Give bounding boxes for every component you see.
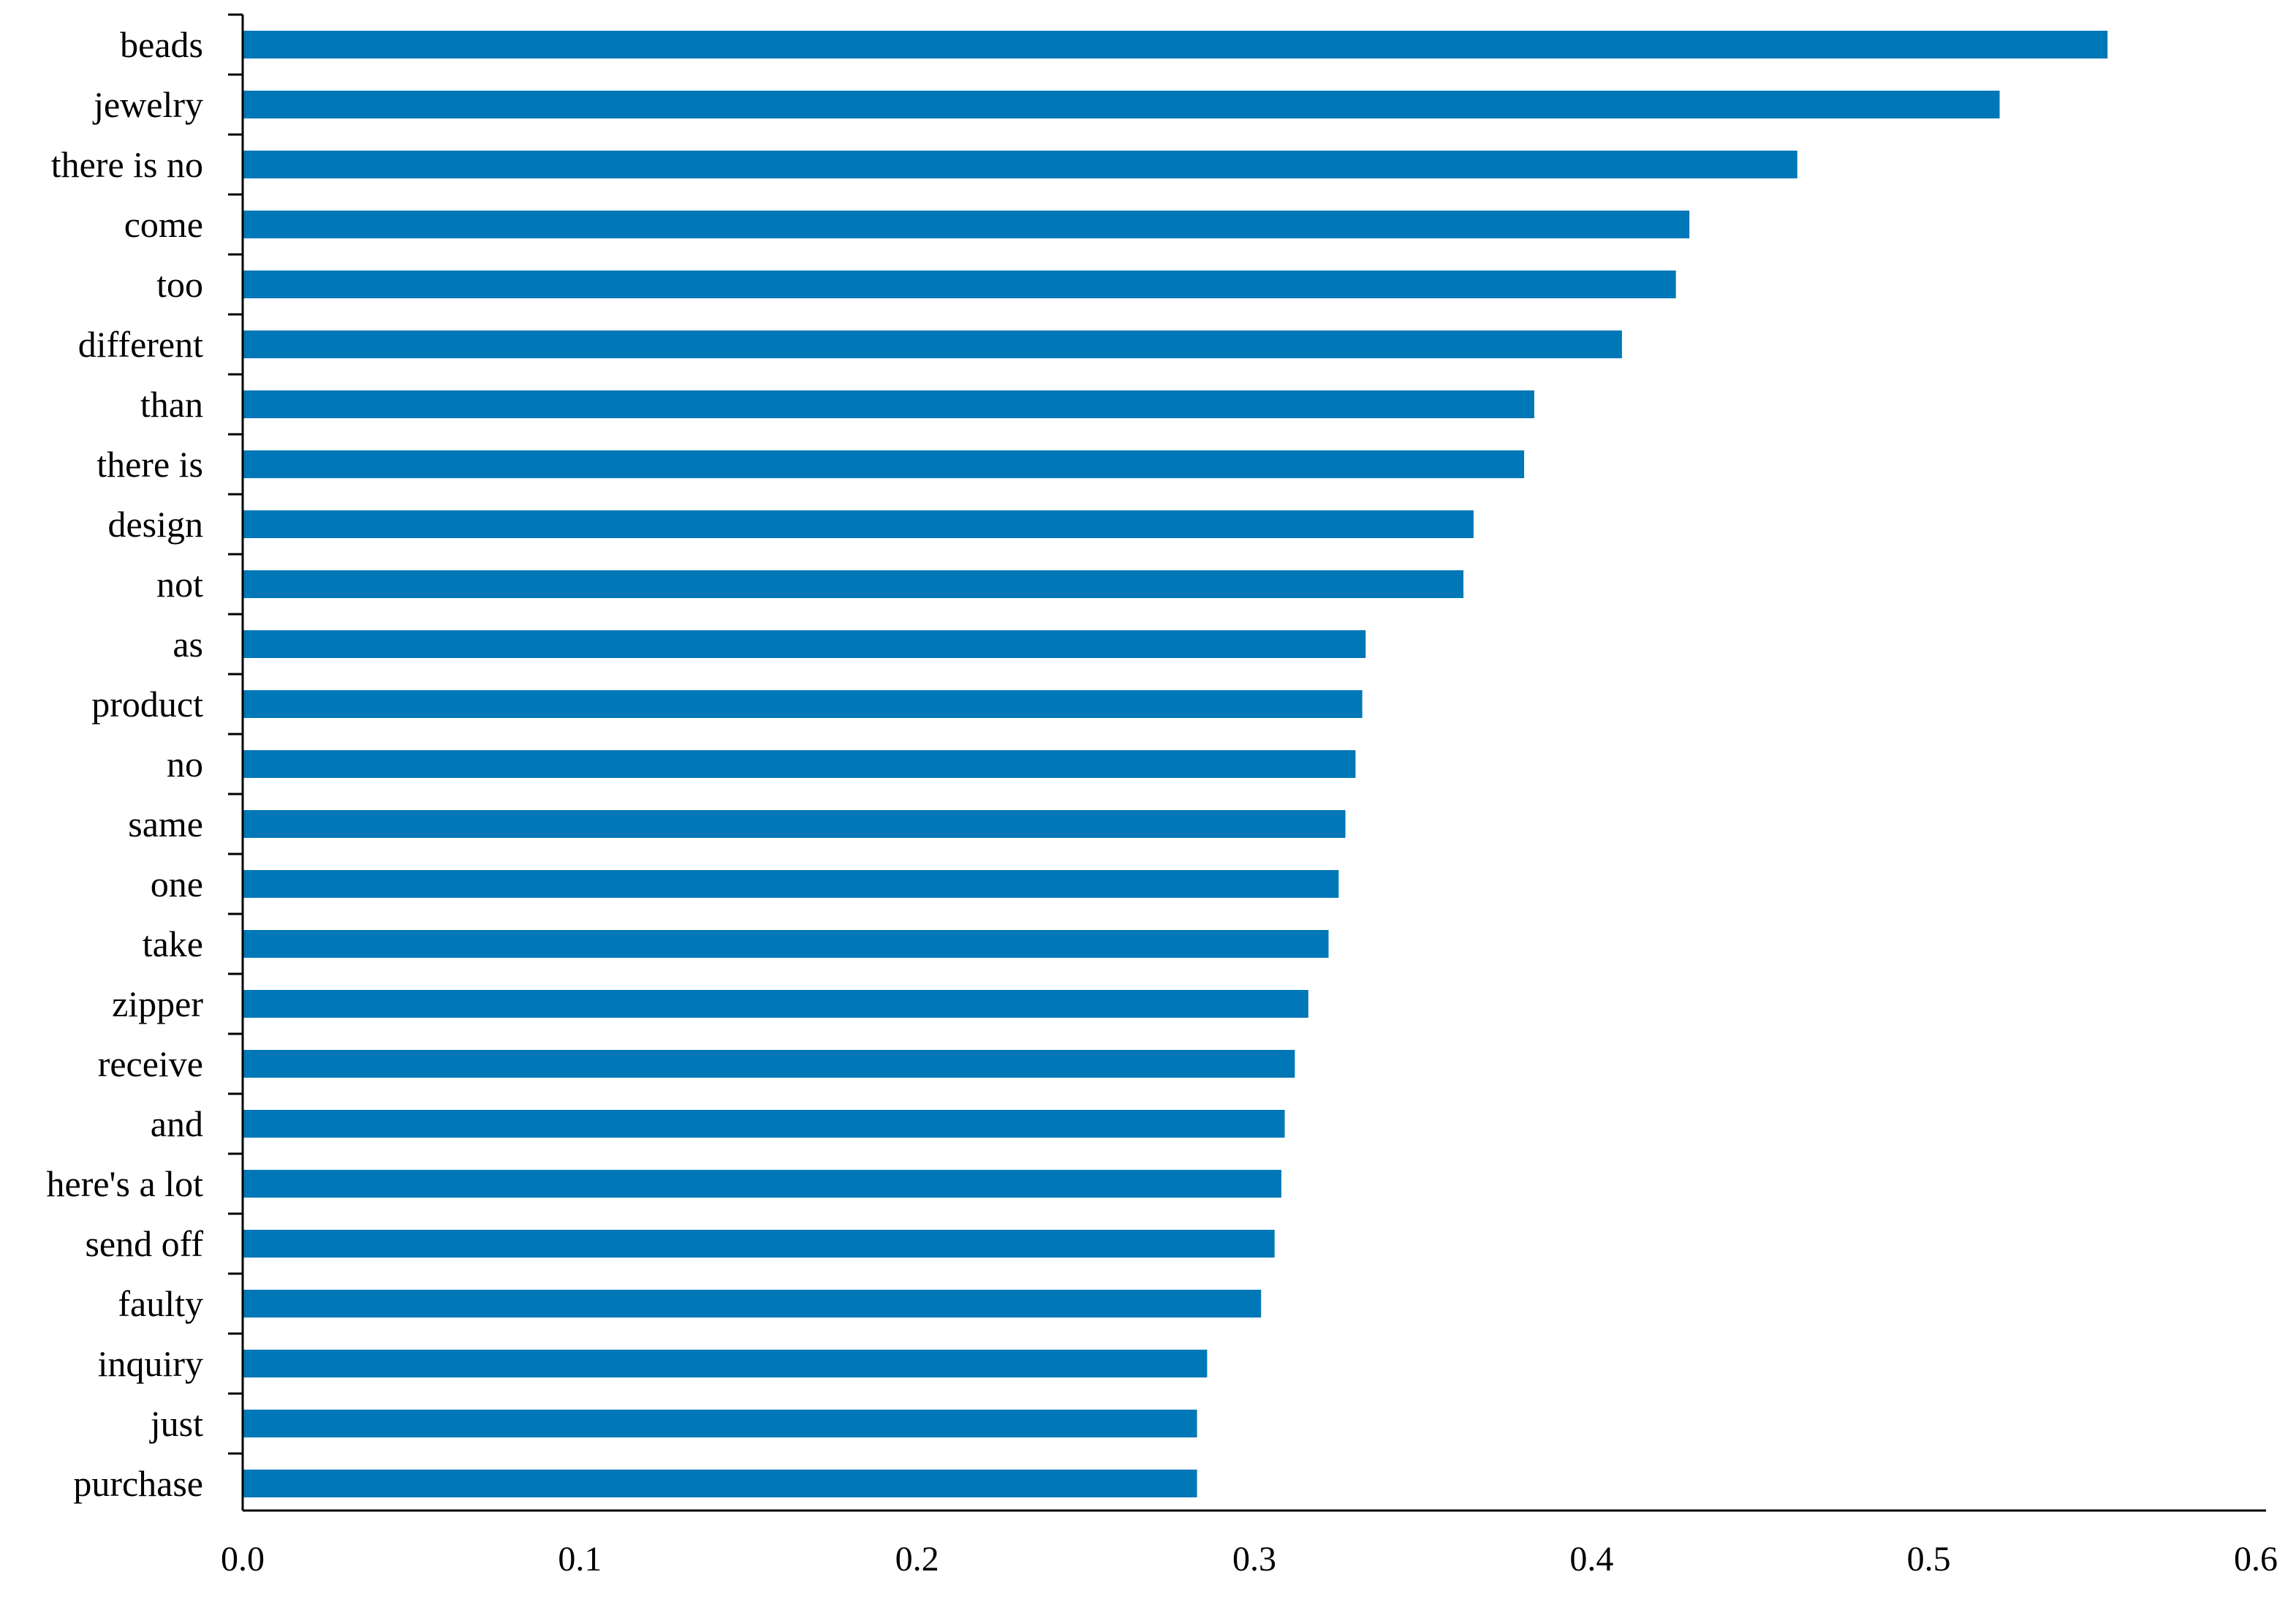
category-label: jewelry <box>92 84 203 125</box>
category-label: faulty <box>118 1283 203 1324</box>
bar-one <box>243 870 1339 898</box>
bar-than <box>243 390 1534 418</box>
category-label: not <box>156 564 203 605</box>
category-label: one <box>151 863 203 904</box>
category-label: as <box>173 624 203 665</box>
bar-as <box>243 630 1366 658</box>
bar-too <box>243 271 1676 298</box>
category-label: there is <box>96 444 203 485</box>
category-label: zipper <box>112 983 203 1024</box>
bar-not <box>243 570 1464 598</box>
category-label: different <box>78 324 203 365</box>
bar-there-is-no <box>243 151 1797 178</box>
category-label: design <box>107 504 203 545</box>
x-tick-label: 0.6 <box>2234 1540 2278 1579</box>
bar-zipper <box>243 990 1308 1018</box>
x-tick-label: 0.2 <box>895 1540 939 1579</box>
x-tick-label: 0.4 <box>1569 1540 1613 1579</box>
category-label: no <box>167 744 203 785</box>
x-tick-label: 0.3 <box>1232 1540 1276 1579</box>
bar-different <box>243 330 1622 358</box>
x-tick-label: 0.5 <box>1907 1540 1951 1579</box>
bar-no <box>243 750 1356 778</box>
x-tick-label: 0.0 <box>221 1540 265 1579</box>
bar-jewelry <box>243 91 2000 118</box>
bar-design <box>243 510 1474 538</box>
category-label: same <box>128 804 203 844</box>
category-label: and <box>151 1103 203 1144</box>
category-label: purchase <box>73 1463 203 1504</box>
x-tick-label: 0.1 <box>558 1540 602 1579</box>
bar-and <box>243 1110 1285 1138</box>
bar-send-off <box>243 1230 1275 1258</box>
category-label: send off <box>85 1223 203 1264</box>
bar-receive <box>243 1050 1295 1078</box>
bar-there-is <box>243 450 1525 478</box>
category-label: receive <box>98 1043 203 1084</box>
category-label: inquiry <box>98 1343 203 1384</box>
bar-same <box>243 810 1346 838</box>
category-label: here's a lot <box>47 1163 204 1204</box>
bar-purchase <box>243 1470 1197 1497</box>
labels-layer: beads jewelry there is no come too different t… <box>47 24 2278 1579</box>
bar-come <box>243 211 1690 238</box>
bar-just <box>243 1410 1197 1437</box>
bar-inquiry <box>243 1350 1208 1377</box>
category-label: beads <box>120 24 203 65</box>
category-label: than <box>140 384 203 425</box>
category-label: just <box>149 1403 203 1444</box>
category-label: there is no <box>51 144 203 185</box>
bars-layer <box>243 31 2108 1497</box>
bar-faulty <box>243 1290 1262 1318</box>
bar-product <box>243 690 1363 718</box>
bar-beads <box>243 31 2108 58</box>
category-label: take <box>143 923 203 964</box>
axes-layer <box>228 13 2266 1512</box>
category-label: product <box>91 684 203 725</box>
category-label: too <box>156 264 203 305</box>
category-label: come <box>124 204 203 245</box>
bar-take <box>243 930 1329 958</box>
bar-here-s-a-lot <box>243 1170 1281 1198</box>
